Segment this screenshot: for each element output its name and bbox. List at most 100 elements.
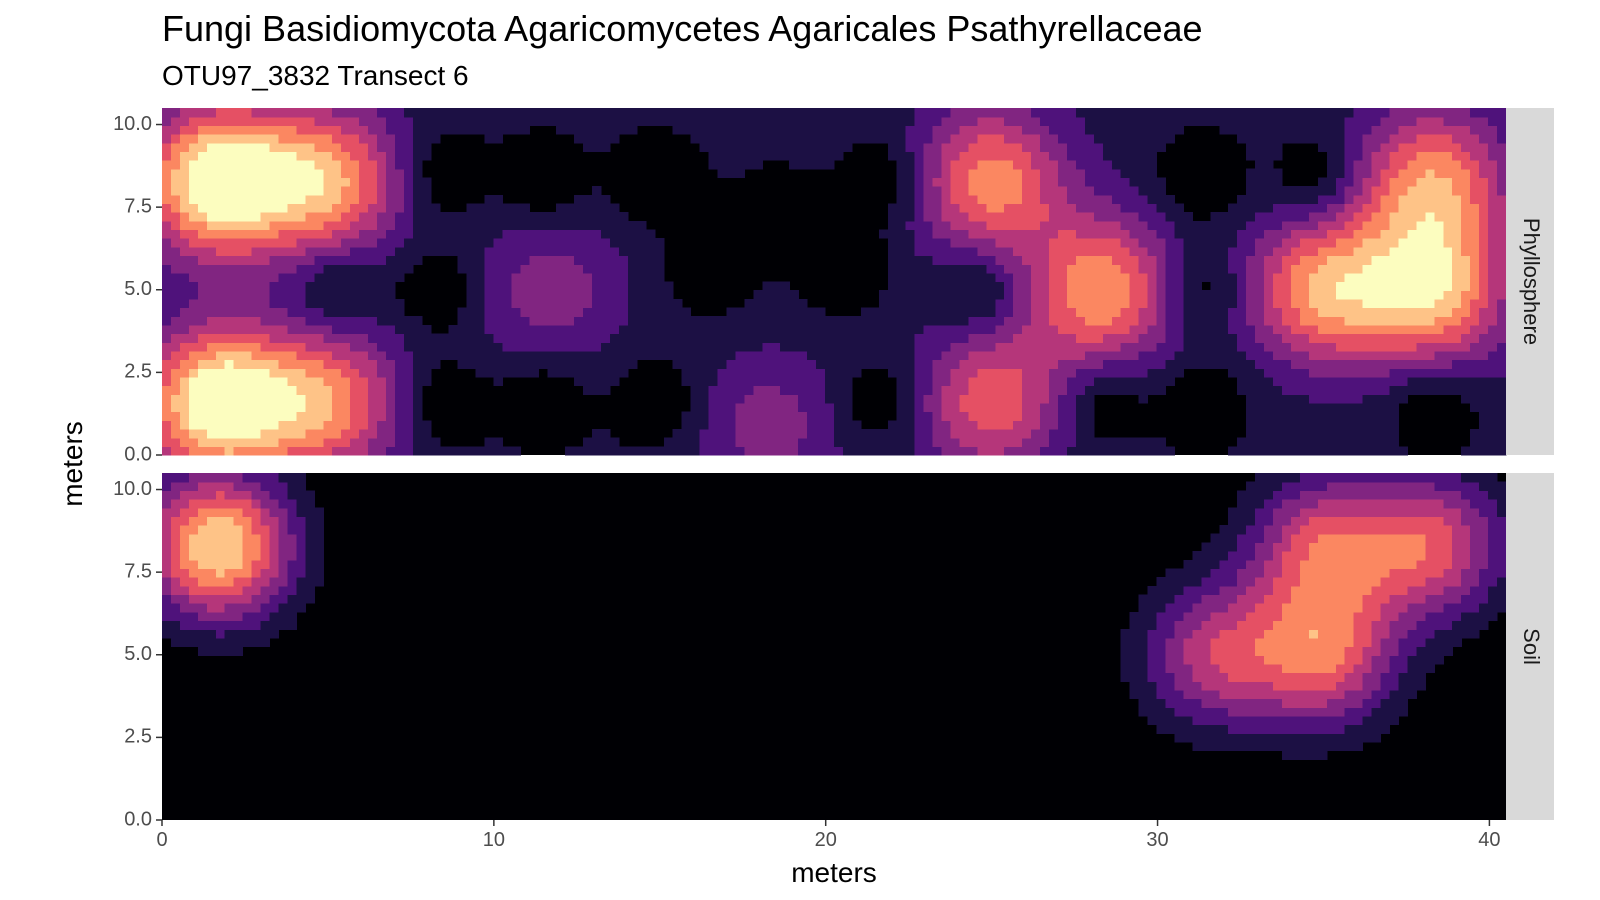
heatmap-cell	[1228, 707, 1238, 717]
heatmap-cell	[1407, 186, 1417, 196]
heatmap-cell	[287, 229, 297, 239]
heatmap-cell	[834, 411, 844, 421]
heatmap-cell	[1058, 220, 1068, 231]
heatmap-cell	[1497, 177, 1507, 187]
heatmap-cell	[1013, 220, 1023, 231]
heatmap-cell	[1138, 281, 1149, 291]
heatmap-cell	[314, 272, 324, 283]
heatmap-cell	[314, 281, 324, 291]
heatmap-cell	[1282, 394, 1292, 404]
heatmap-cell	[1120, 194, 1131, 205]
heatmap-cell	[377, 125, 387, 135]
heatmap-cell	[1290, 290, 1301, 300]
heatmap-cell	[394, 186, 405, 196]
heatmap-cell	[1022, 281, 1032, 291]
heatmap-cell	[1255, 724, 1265, 734]
heatmap-cell	[1452, 272, 1462, 283]
heatmap-cell	[941, 264, 952, 274]
heatmap-cell	[457, 238, 468, 248]
heatmap-cell	[878, 125, 889, 135]
heatmap-cell	[914, 342, 925, 352]
heatmap-cell	[1210, 715, 1220, 726]
heatmap-cell	[878, 298, 889, 309]
heatmap-cell	[1246, 281, 1256, 291]
heatmap-cell	[878, 350, 889, 361]
heatmap-cell	[1040, 151, 1050, 161]
heatmap-cell	[816, 324, 826, 335]
heatmap-cell	[995, 333, 1005, 343]
heatmap-cell	[807, 359, 817, 369]
heatmap-cell	[1246, 402, 1256, 413]
heatmap-cell	[242, 290, 253, 300]
heatmap-cell	[986, 186, 996, 196]
heatmap-cell	[556, 316, 566, 326]
heatmap-cell	[538, 212, 548, 222]
heatmap-cell	[959, 385, 969, 395]
heatmap-cell	[197, 428, 208, 439]
heatmap-cell	[1290, 272, 1301, 283]
heatmap-cell	[1066, 420, 1077, 430]
heatmap-cell	[1317, 203, 1328, 213]
heatmap-cell	[457, 359, 468, 369]
heatmap-cell	[1479, 238, 1489, 248]
heatmap-cell	[386, 142, 396, 152]
heatmap-cell	[484, 324, 495, 335]
heatmap-cell	[1371, 733, 1382, 743]
heatmap-cell	[977, 437, 987, 447]
heatmap-cell	[1299, 316, 1310, 326]
heatmap-cell	[1488, 246, 1498, 257]
heatmap-cell	[968, 307, 978, 317]
heatmap-cell	[825, 437, 835, 447]
heatmap-cell	[323, 116, 333, 126]
heatmap-cell	[1111, 168, 1122, 178]
heatmap-cell	[1380, 342, 1391, 352]
heatmap-cell	[368, 290, 378, 300]
heatmap-cell	[627, 281, 638, 291]
heatmap-cell	[1461, 134, 1471, 144]
heatmap-cell	[179, 290, 190, 300]
heatmap-cell	[215, 350, 226, 361]
heatmap-cell	[636, 220, 647, 231]
heatmap-cell	[744, 116, 754, 126]
heatmap-cell	[1040, 281, 1050, 291]
heatmap-cell	[233, 342, 244, 352]
heatmap-cell	[287, 168, 297, 178]
heatmap-cell	[905, 359, 916, 369]
heatmap-cell	[1407, 316, 1417, 326]
heatmap-cell	[932, 160, 943, 170]
heatmap-cell	[610, 307, 620, 317]
heatmap-cell	[296, 194, 306, 205]
heatmap-cell	[753, 368, 763, 378]
heatmap-cell	[699, 142, 710, 152]
heatmap-cell	[762, 420, 772, 430]
heatmap-cell	[610, 116, 620, 126]
heatmap-cell	[305, 359, 315, 369]
heatmap-cell	[368, 246, 378, 257]
heatmap-cell	[547, 272, 557, 283]
heatmap-cell	[1443, 177, 1453, 187]
heatmap-cell	[475, 108, 486, 118]
heatmap-cell	[771, 307, 781, 317]
heatmap-cell	[197, 229, 208, 239]
heatmap-cell	[1201, 715, 1211, 726]
heatmap-cell	[1407, 177, 1417, 187]
heatmap-cell	[896, 359, 907, 369]
heatmap-cell	[1398, 376, 1409, 387]
heatmap-cell	[1004, 177, 1014, 187]
heatmap-cell	[923, 238, 934, 248]
heatmap-cell	[1201, 316, 1211, 326]
heatmap-cell	[1317, 707, 1328, 717]
heatmap-cell	[601, 307, 611, 317]
heatmap-cell	[1058, 246, 1068, 257]
heatmap-cell	[314, 168, 324, 178]
heatmap-cell	[1497, 281, 1507, 291]
heatmap-cell	[941, 376, 952, 387]
heatmap-cell	[592, 281, 602, 291]
heatmap-cell	[1022, 246, 1032, 257]
heatmap-cell	[251, 316, 262, 326]
heatmap-cell	[1479, 281, 1489, 291]
heatmap-cell	[1075, 134, 1086, 144]
heatmap-cell	[1022, 316, 1032, 326]
heatmap-cell	[314, 203, 324, 213]
heatmap-cell	[1470, 316, 1480, 326]
